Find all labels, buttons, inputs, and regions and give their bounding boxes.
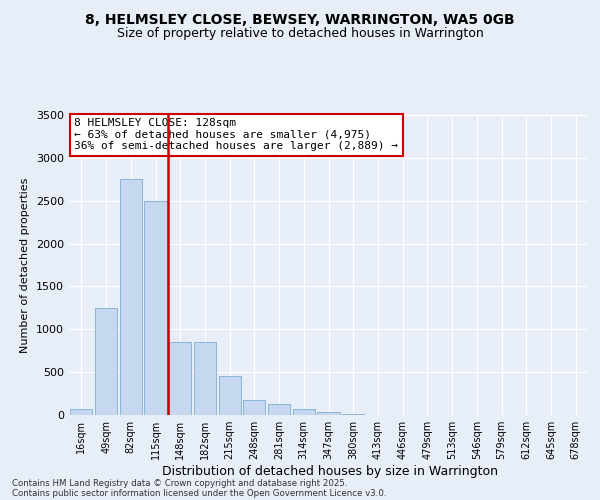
Y-axis label: Number of detached properties: Number of detached properties [20, 178, 31, 352]
Bar [169, 342, 191, 415]
Bar [342, 414, 364, 415]
Bar [317, 412, 340, 415]
Text: 8, HELMSLEY CLOSE, BEWSEY, WARRINGTON, WA5 0GB: 8, HELMSLEY CLOSE, BEWSEY, WARRINGTON, W… [85, 12, 515, 26]
Text: Contains public sector information licensed under the Open Government Licence v3: Contains public sector information licen… [12, 488, 386, 498]
Text: 8 HELMSLEY CLOSE: 128sqm
← 63% of detached houses are smaller (4,975)
36% of sem: 8 HELMSLEY CLOSE: 128sqm ← 63% of detach… [74, 118, 398, 151]
Bar [243, 400, 265, 415]
Bar [194, 342, 216, 415]
Bar [145, 200, 167, 415]
Bar [119, 180, 142, 415]
Text: Distribution of detached houses by size in Warrington: Distribution of detached houses by size … [162, 464, 498, 477]
Bar [293, 409, 315, 415]
Bar [70, 408, 92, 415]
Bar [268, 404, 290, 415]
Text: Size of property relative to detached houses in Warrington: Size of property relative to detached ho… [116, 28, 484, 40]
Bar [95, 308, 117, 415]
Text: Contains HM Land Registry data © Crown copyright and database right 2025.: Contains HM Land Registry data © Crown c… [12, 478, 347, 488]
Bar [218, 376, 241, 415]
